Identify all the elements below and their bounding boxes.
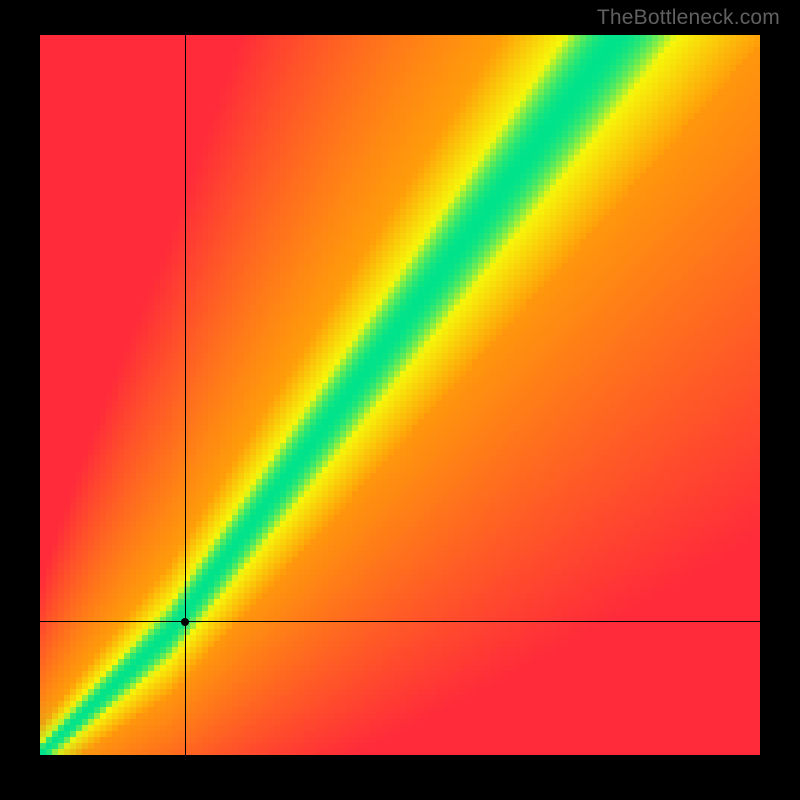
heatmap-plot-area [40,35,760,755]
crosshair-vertical-line [185,35,186,755]
crosshair-marker-dot [181,618,189,626]
crosshair-horizontal-line [40,621,760,622]
bottleneck-heatmap-canvas [40,35,760,755]
watermark-text: TheBottleneck.com [597,6,780,30]
